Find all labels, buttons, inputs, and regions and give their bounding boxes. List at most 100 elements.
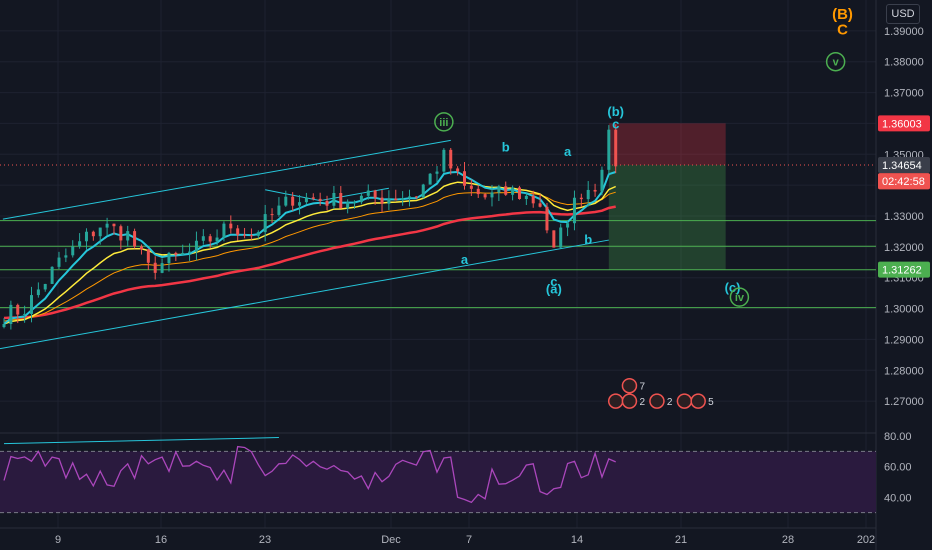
- candle-body: [490, 192, 494, 198]
- candle-body: [236, 228, 240, 235]
- candle-body: [263, 214, 267, 233]
- candle-body: [98, 227, 102, 237]
- ema-200-line: [3, 205, 616, 320]
- candle-body: [229, 223, 233, 229]
- candle-body: [2, 323, 6, 328]
- candle-body: [504, 186, 508, 195]
- candle-body: [126, 231, 130, 241]
- price-tick-label: 1.38000: [884, 57, 924, 69]
- currency-button[interactable]: USD: [886, 4, 920, 24]
- candle-body: [112, 223, 116, 227]
- candle-body: [380, 197, 384, 204]
- candle-body: [449, 149, 453, 169]
- channel-upper-line: [2, 139, 451, 220]
- price-tick-label: 1.30000: [884, 304, 924, 316]
- candle-body: [270, 214, 274, 216]
- time-tick-label: 14: [571, 534, 583, 546]
- rsi-line: [3, 445, 616, 504]
- wave-label: c: [550, 274, 557, 289]
- candle-body: [421, 184, 425, 198]
- candle-body: [538, 203, 542, 207]
- wave-label: (b): [607, 104, 624, 119]
- candle-body: [435, 171, 439, 174]
- candle-body: [559, 227, 563, 248]
- event-badge: [676, 393, 693, 409]
- time-tick-label: Dec: [381, 534, 401, 546]
- wave-label: c: [612, 116, 619, 131]
- candle-body: [593, 189, 597, 192]
- event-badge: [649, 393, 665, 409]
- wave-label: b: [502, 140, 510, 155]
- wave-label: a: [461, 252, 469, 267]
- candle-body: [167, 252, 171, 264]
- candle-body: [552, 230, 556, 248]
- wave-label-circle: [825, 51, 846, 72]
- time-tick-label: 23: [259, 534, 271, 546]
- candle-body: [50, 266, 54, 284]
- candle-body: [524, 195, 528, 200]
- candle-body: [394, 198, 398, 201]
- candle-body: [153, 262, 157, 273]
- price-label-text: 1.36003: [882, 118, 922, 130]
- candle-body: [531, 195, 535, 204]
- position-risk-zone: [608, 123, 726, 165]
- candle-body: [84, 231, 88, 242]
- time-tick-label: 7: [466, 534, 472, 546]
- candle-body: [36, 289, 40, 296]
- candle-body: [57, 257, 61, 267]
- candle-body: [105, 223, 109, 228]
- candle-body: [353, 202, 357, 204]
- candle-body: [215, 237, 219, 242]
- candle-body: [119, 226, 123, 241]
- candle-body: [23, 313, 27, 315]
- time-tick-label: 202: [857, 534, 875, 546]
- candle-body: [201, 236, 205, 241]
- candle-body: [188, 251, 192, 253]
- candle-body: [469, 185, 473, 189]
- price-tick-label: 1.33000: [884, 211, 924, 223]
- candle-body: [497, 186, 501, 193]
- candle-body: [311, 197, 315, 199]
- wave-label: (a): [546, 282, 562, 297]
- wave-label: iv: [735, 292, 745, 304]
- candle-body: [483, 194, 487, 198]
- candle-body: [43, 283, 47, 290]
- price-tick-label: 1.29000: [884, 334, 924, 346]
- price-tick-label: 1.32000: [884, 242, 924, 254]
- candle-body: [373, 190, 377, 198]
- time-tick-label: 21: [675, 534, 687, 546]
- candle-body: [346, 202, 350, 209]
- wave-label: v: [833, 57, 840, 69]
- candle-body: [194, 240, 198, 252]
- candle-body: [325, 200, 329, 206]
- candle-body: [456, 168, 460, 172]
- candle-body: [9, 304, 13, 324]
- price-label-text: 1.31262: [882, 265, 922, 277]
- candle-body: [387, 198, 391, 204]
- wave-label: (c): [725, 280, 741, 295]
- time-tick-label: 16: [155, 534, 167, 546]
- event-badge: [690, 393, 706, 409]
- candle-body: [586, 189, 590, 200]
- price-label-pill: [878, 261, 930, 278]
- candle-body: [139, 246, 143, 250]
- event-badge-count: 7: [639, 382, 645, 393]
- candle-body: [572, 197, 576, 224]
- candle-body: [579, 197, 583, 200]
- wave-label-circle: [729, 287, 750, 307]
- price-tick-label: 1.39000: [884, 26, 924, 38]
- candle-body: [208, 236, 212, 242]
- price-tick-label: 1.28000: [884, 365, 924, 377]
- candle-body: [298, 202, 302, 206]
- time-tick-label: 28: [782, 534, 794, 546]
- wave-label: iii: [439, 117, 448, 129]
- candle-body: [339, 192, 343, 209]
- price-label-pill: [878, 173, 930, 190]
- rsi-tick-label: 40.00: [884, 492, 912, 504]
- wave-label: a: [564, 144, 572, 159]
- candle-body: [181, 252, 185, 255]
- candle-body: [414, 196, 418, 198]
- candle-body: [91, 231, 95, 237]
- candle-body: [249, 235, 253, 237]
